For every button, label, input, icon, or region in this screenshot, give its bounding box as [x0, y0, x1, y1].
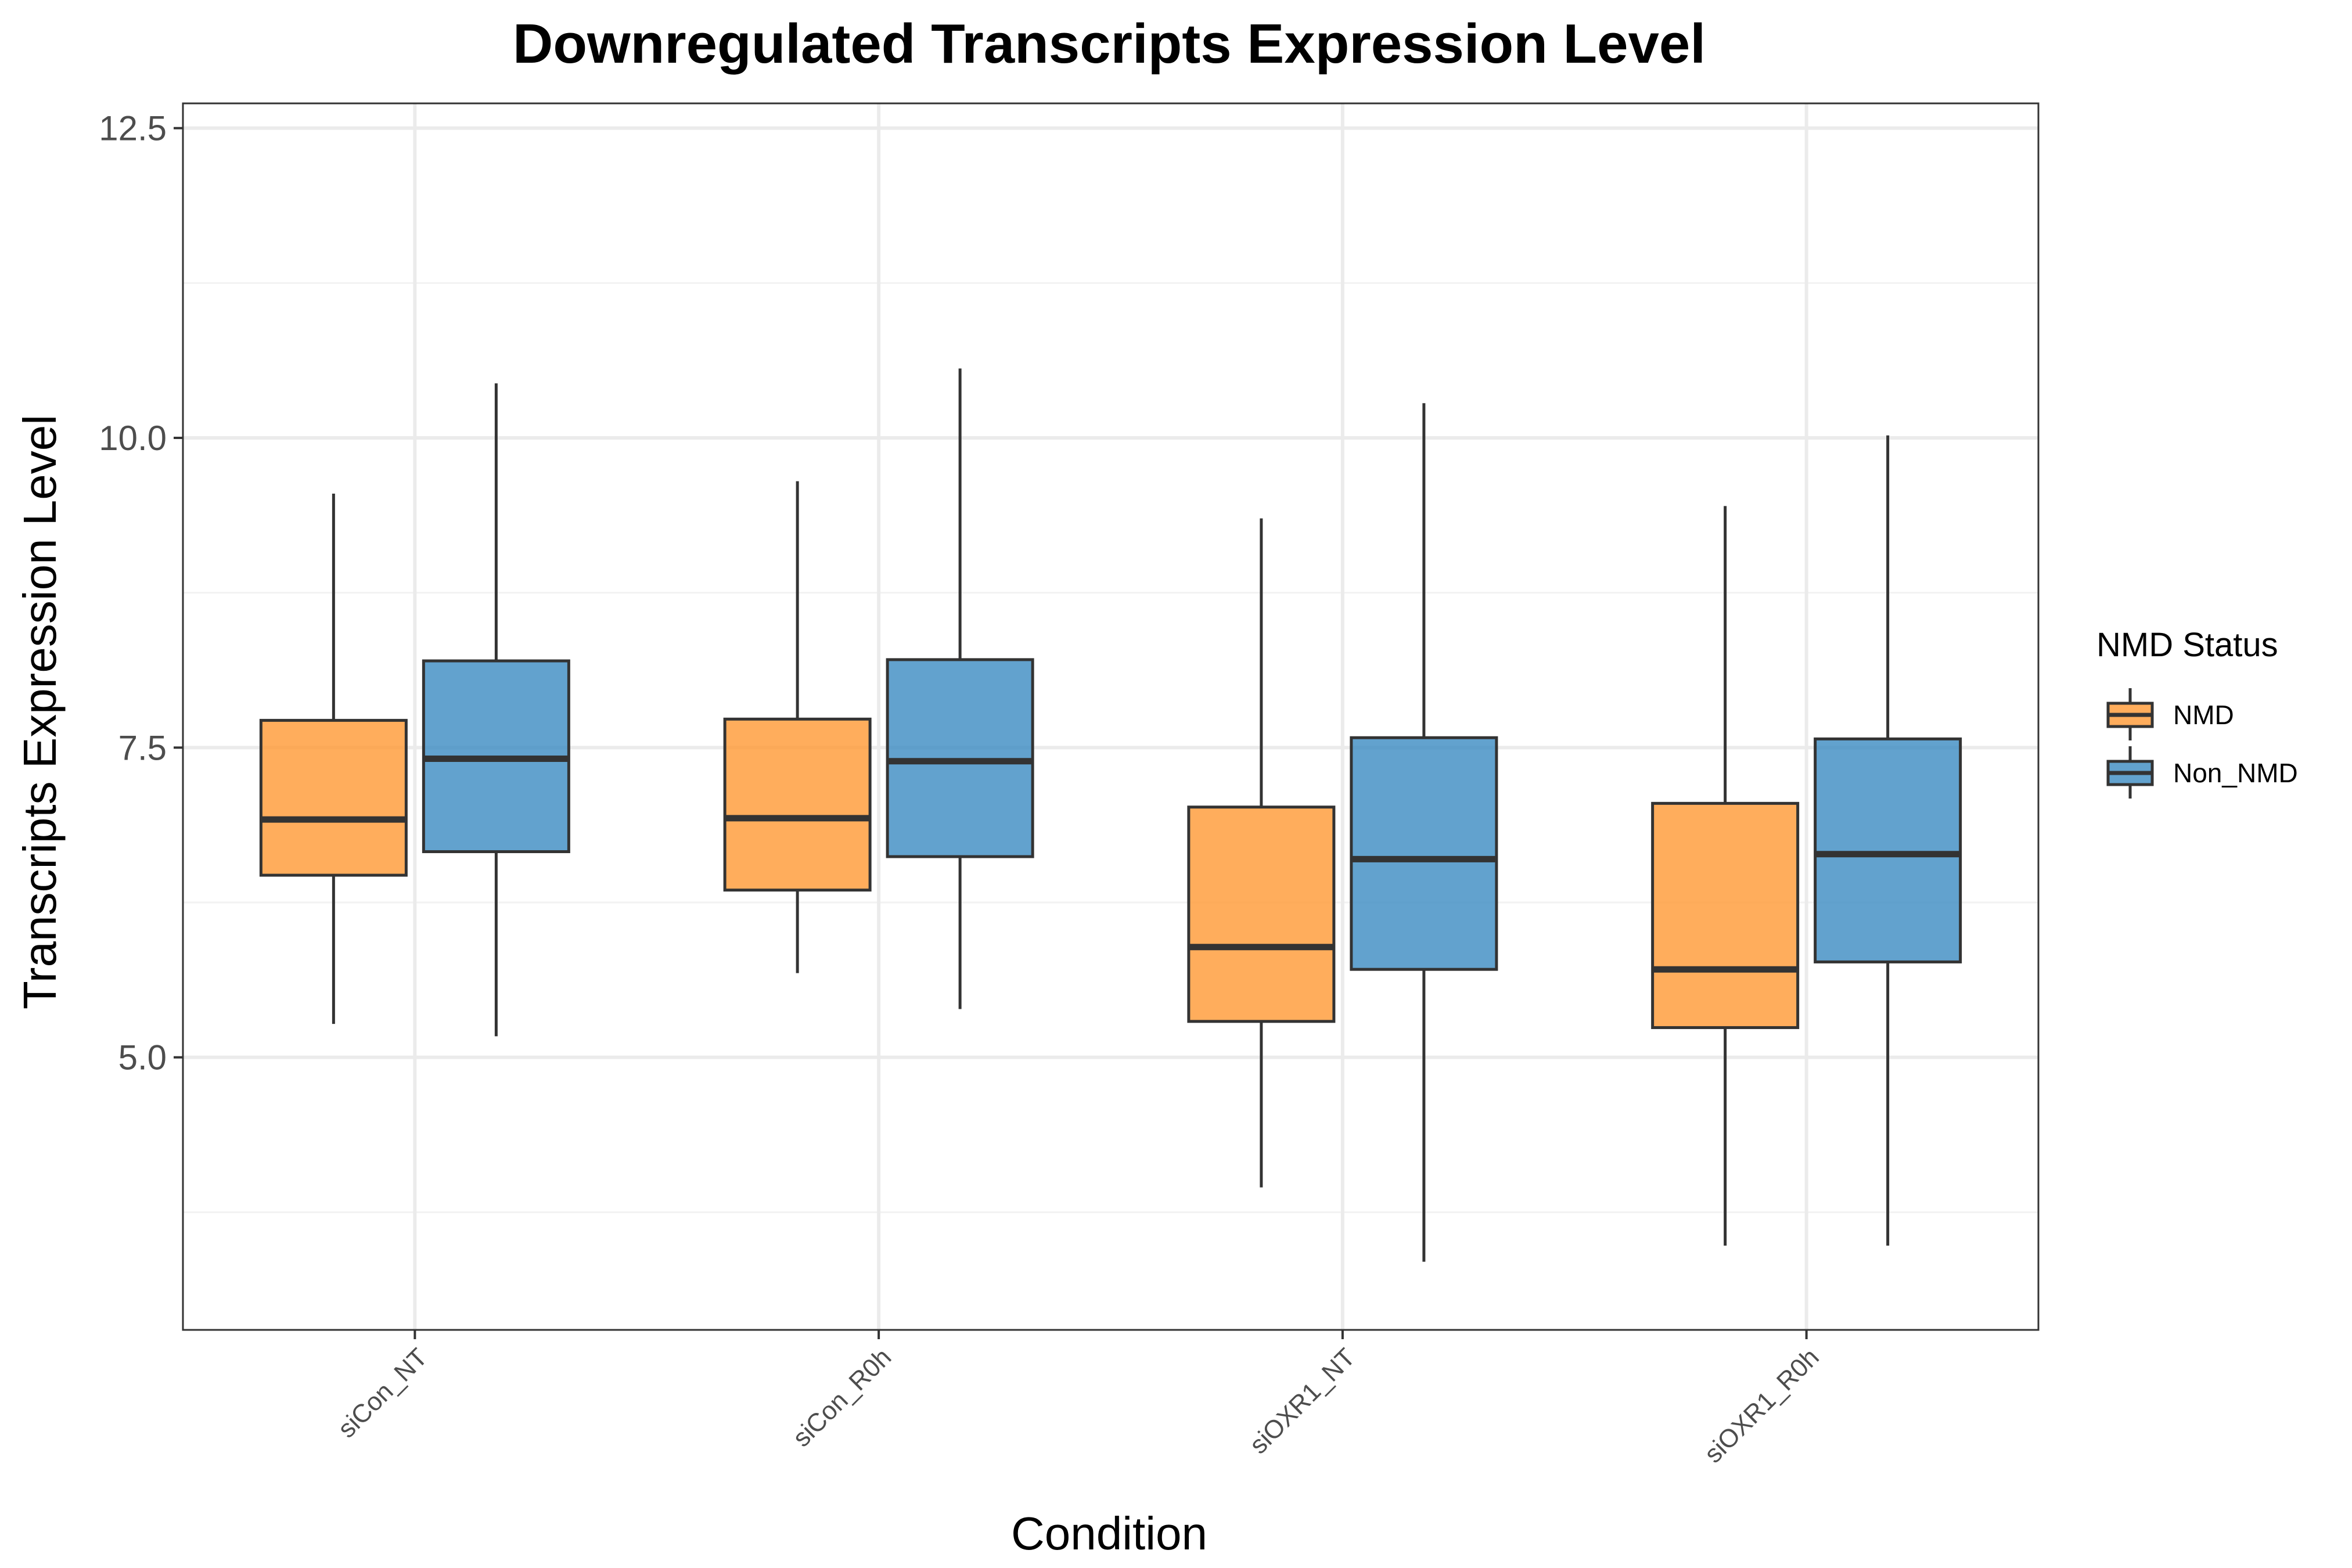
y-axis-title: Transcripts Expression Level: [14, 415, 66, 1009]
x-axis-title: Condition: [1011, 1508, 1207, 1559]
box-NMD-siCon_R0h: [723, 481, 872, 973]
box-iqr: [723, 717, 872, 892]
legend: NMD Status NMD Non_NMD: [2096, 626, 2298, 799]
x-tick-label: siOXR1_NT: [1244, 1343, 1361, 1459]
y-tick-label: 7.5: [118, 728, 167, 767]
box-Non_NMD-siOXR1_NT: [1350, 403, 1498, 1262]
y-tick-label: 12.5: [99, 109, 167, 148]
legend-label: NMD: [2173, 700, 2234, 730]
box-Non_NMD-siCon_NT: [422, 383, 570, 1037]
x-tick-label: siCon_NT: [332, 1343, 433, 1443]
x-tick-label: siOXR1_R0h: [1699, 1343, 1824, 1468]
legend-item-NMD: NMD: [2106, 688, 2234, 740]
x-axis: siCon_NT siCon_R0h siOXR1_NT siOXR1_R0h: [332, 1330, 1825, 1469]
chart-title: Downregulated Transcripts Expression Lev…: [513, 13, 1706, 75]
box-iqr: [1651, 801, 1800, 1029]
legend-label: Non_NMD: [2173, 758, 2298, 788]
box-Non_NMD-siCon_R0h: [886, 368, 1034, 1009]
box-iqr: [1187, 805, 1336, 1023]
box-iqr: [1350, 736, 1498, 971]
box-iqr: [259, 718, 408, 877]
box-NMD-siOXR1_NT: [1187, 518, 1336, 1188]
legend-items: NMD Non_NMD: [2106, 688, 2298, 799]
plot-panel: 5.0 7.5 10.0 12.5 siCon_NT siCon_R0h siOXR1_NT…: [99, 102, 2040, 1469]
y-tick-label: 10.0: [99, 419, 167, 458]
grid-lines: [183, 103, 2038, 1330]
y-tick-label: 5.0: [118, 1038, 167, 1077]
box-NMD-siCon_NT: [259, 494, 408, 1024]
y-axis: 5.0 7.5 10.0 12.5: [99, 109, 183, 1077]
box-Non_NMD-siOXR1_R0h: [1814, 435, 1962, 1246]
box-iqr: [1814, 737, 1962, 963]
boxes: [259, 368, 1962, 1262]
legend-title: NMD Status: [2096, 626, 2278, 664]
panel-border: [182, 102, 2040, 1331]
box-NMD-siOXR1_R0h: [1651, 506, 1800, 1246]
legend-item-Non_NMD: Non_NMD: [2106, 746, 2298, 799]
x-tick-label: siCon_R0h: [787, 1343, 897, 1452]
